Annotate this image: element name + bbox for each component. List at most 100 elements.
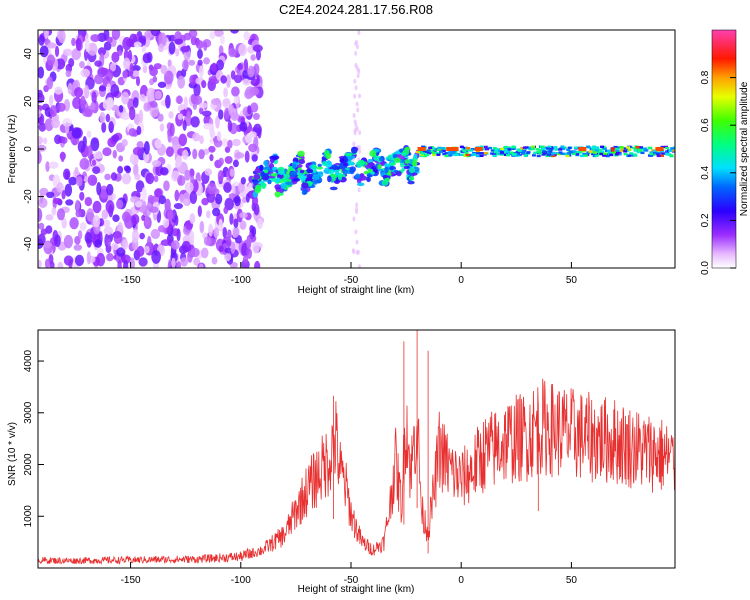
heatmap-cell: [252, 241, 260, 254]
heatmap-cell: [253, 63, 260, 76]
heatmap-cell: [190, 247, 200, 258]
heatmap-cell: [45, 161, 50, 172]
heatmap-cell: [352, 113, 356, 119]
heatmap-cell: [575, 153, 580, 157]
heatmap-cell: [180, 257, 188, 267]
heatmap-cell: [141, 45, 146, 53]
snr-series-line: [38, 330, 675, 565]
heatmap-cell: [582, 152, 587, 156]
heatmap-cell: [536, 154, 541, 158]
heatmap-cell: [165, 146, 174, 157]
heatmap-cell: [517, 149, 522, 153]
heatmap-cell: [53, 197, 62, 205]
heatmap-cell: [619, 149, 624, 152]
heatmap-cell: [545, 147, 550, 150]
heatmap-cell: [470, 148, 475, 151]
heatmap-cell: [149, 66, 158, 77]
heatmap-cell: [342, 169, 348, 175]
heatmap-cell: [352, 249, 356, 255]
heatmap-cell: [643, 147, 648, 150]
heatmap-cell: [358, 148, 362, 154]
heatmap-cell: [530, 145, 535, 148]
heatmap-cell: [370, 171, 375, 175]
heatmap-cell: [121, 139, 128, 147]
heatmap-cell: [121, 173, 132, 185]
heatmap-cell: [175, 95, 184, 104]
heatmap-cell: [189, 230, 195, 243]
heatmap-cell: [504, 150, 509, 153]
heatmap-cell: [306, 168, 314, 174]
heatmap-cell: [168, 111, 174, 119]
heatmap-cell: [169, 122, 175, 137]
heatmap-cell: [228, 47, 237, 58]
heatmap-cell: [136, 245, 145, 257]
heatmap-cell: [648, 146, 653, 150]
heatmap-cell: [619, 145, 624, 149]
heatmap-cell: [128, 106, 136, 121]
heatmap-cell: [177, 75, 186, 89]
heatmap-cell: [442, 152, 447, 156]
heatmap-cell: [229, 213, 234, 225]
heatmap-cell: [503, 145, 508, 149]
heatmap-cell: [184, 169, 191, 181]
heatmap-x-tick-label: -50: [344, 275, 359, 286]
heatmap-cell: [183, 96, 188, 110]
heatmap-cell: [474, 147, 483, 151]
heatmap-cell: [672, 149, 675, 152]
heatmap-cell: [231, 138, 241, 147]
heatmap-cell: [303, 188, 308, 195]
heatmap-cell: [75, 37, 82, 51]
snr-panel: -150 -100 -50 0 50 1000 2000 3000 4000 Height of…: [7, 329, 676, 595]
heatmap-cell: [393, 157, 401, 164]
heatmap-cell: [183, 32, 192, 41]
heatmap-cell: [193, 257, 201, 266]
heatmap-cell: [197, 59, 203, 66]
heatmap-cell: [378, 156, 384, 162]
heatmap-cell: [426, 149, 431, 152]
heatmap-x-tick-label: -100: [231, 275, 251, 286]
heatmap-cell: [669, 154, 674, 157]
heatmap-y-tick-label: -20: [23, 189, 34, 204]
heatmap-cell: [84, 38, 90, 53]
heatmap-cell: [154, 90, 162, 100]
heatmap-cell: [389, 165, 397, 171]
heatmap-cell: [102, 147, 112, 157]
snr-x-tick-label: -50: [344, 575, 359, 586]
heatmap-cell: [289, 170, 297, 178]
heatmap-cell: [544, 150, 549, 154]
heatmap-cell: [499, 151, 504, 154]
heatmap-cell: [123, 57, 131, 70]
heatmap-cell: [253, 173, 261, 180]
heatmap-cell: [139, 94, 146, 102]
heatmap-cell: [224, 107, 230, 120]
heatmap-x-tick-label: 0: [458, 275, 464, 286]
heatmap-cell: [453, 153, 458, 157]
heatmap-cell: [163, 70, 174, 85]
heatmap-cell: [180, 45, 190, 53]
heatmap-cell: [461, 147, 466, 150]
heatmap-cell: [355, 64, 359, 70]
heatmap-cell: [43, 30, 49, 40]
heatmap-cell: [506, 151, 511, 154]
heatmap-cell: [367, 162, 375, 168]
heatmap-cell: [492, 154, 497, 158]
heatmap-cell: [325, 152, 332, 160]
heatmap-cell: [101, 122, 107, 133]
heatmap-cell: [94, 60, 102, 67]
heatmap-cell: [640, 151, 645, 155]
heatmap-cell: [606, 149, 611, 153]
heatmap-cell: [392, 153, 398, 159]
heatmap-cell: [530, 147, 535, 151]
heatmap-cell: [122, 239, 129, 250]
heatmap-cell: [623, 150, 628, 153]
heatmap-cell: [223, 182, 232, 193]
heatmap-cell: [597, 149, 602, 152]
heatmap-cell: [108, 121, 114, 133]
heatmap-cell: [551, 151, 556, 155]
heatmap-cell: [482, 147, 487, 151]
heatmap-cell: [573, 146, 578, 149]
heatmap-cell: [271, 166, 278, 170]
heatmap-cell: [653, 151, 658, 154]
heatmap-cell: [546, 153, 551, 156]
heatmap-cell: [553, 146, 558, 149]
